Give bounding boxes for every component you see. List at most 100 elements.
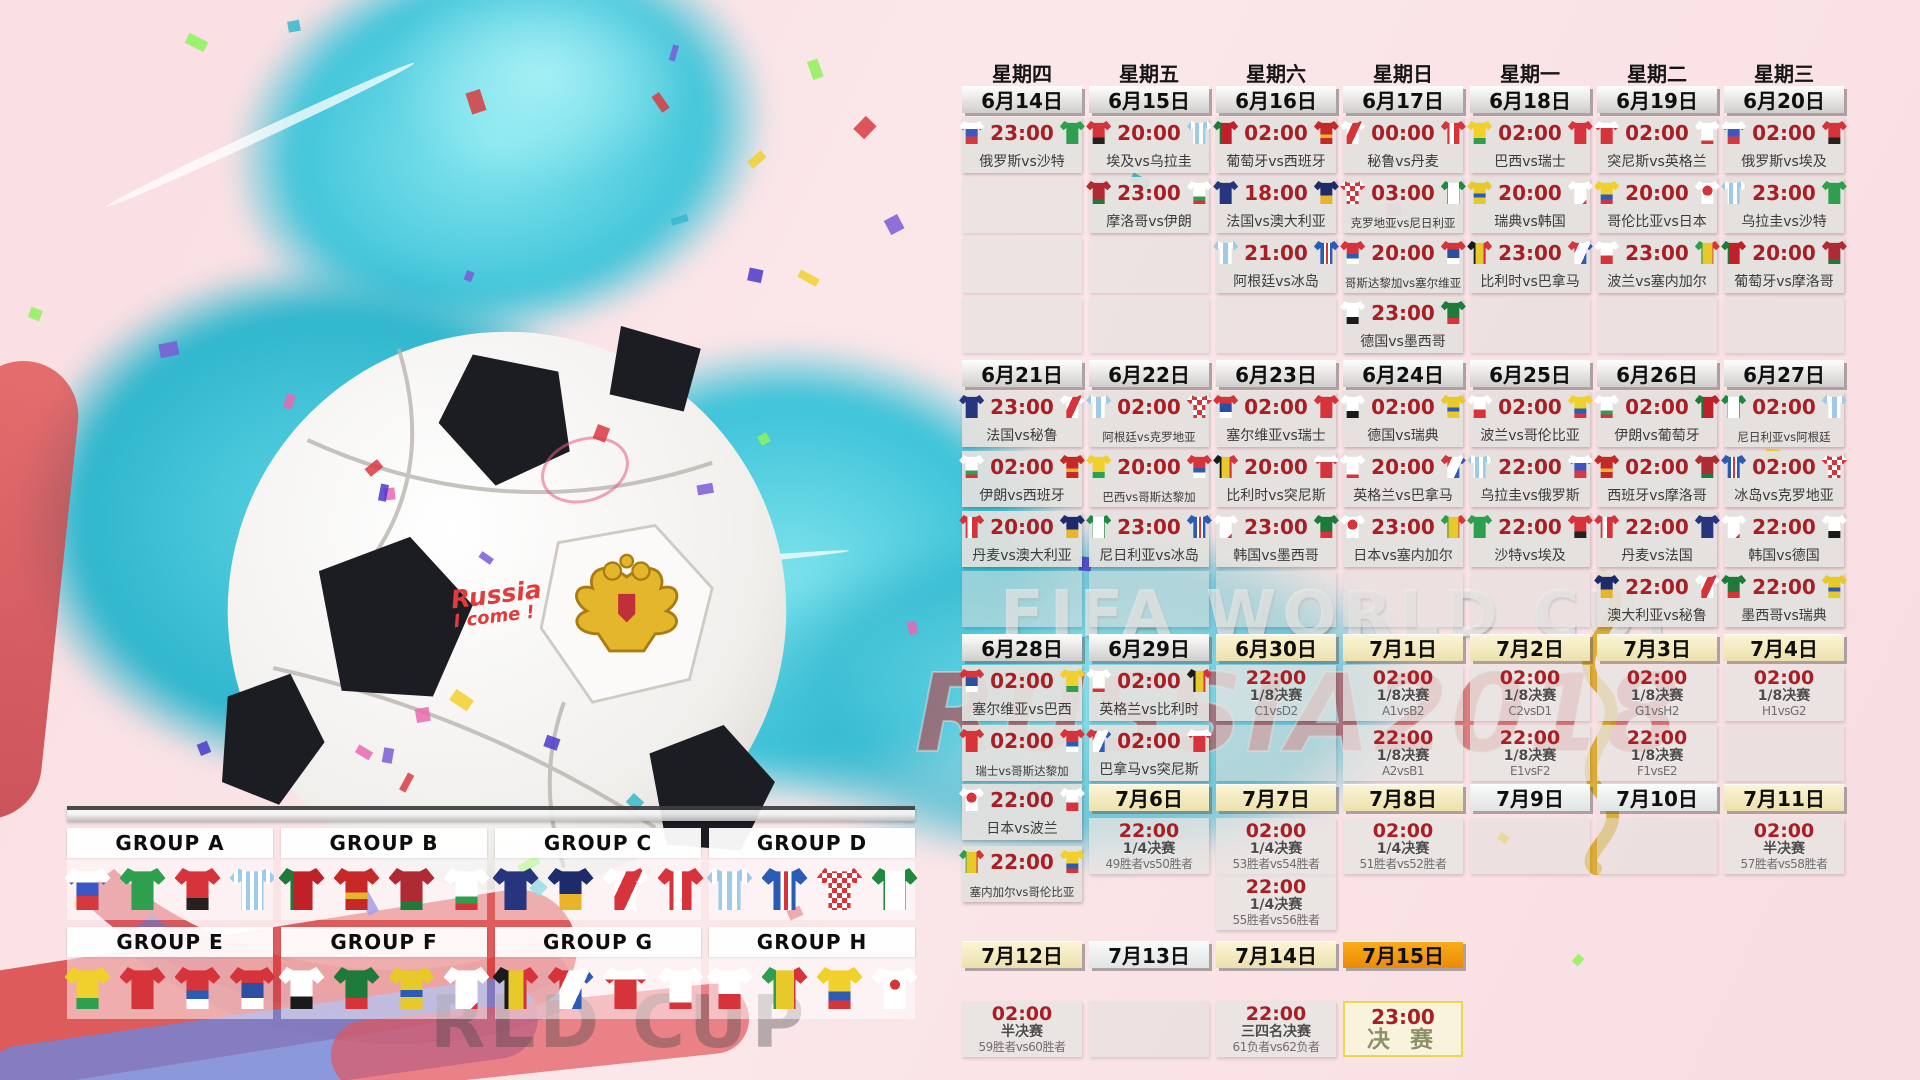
match-time: 02:00 — [1752, 394, 1816, 419]
match-topline: 23:00 — [1086, 181, 1212, 204]
knockout-cell: 22:00 1/8决赛 E1vsF2 — [1470, 725, 1590, 781]
home-team-jersey — [1086, 515, 1112, 538]
group-team-jersey — [492, 868, 539, 910]
match-label: 巴西vs瑞士 — [1494, 153, 1566, 170]
group-team-jersey — [816, 967, 863, 1009]
group-team-jersey — [119, 967, 166, 1009]
home-team-jersey — [1467, 515, 1493, 538]
match-label: 德国vs墨西哥 — [1360, 333, 1446, 350]
away-team-jersey — [1821, 515, 1847, 538]
match-label: 德国vs瑞典 — [1367, 427, 1439, 444]
empty-cell — [1470, 818, 1590, 874]
match-cell: 20:00 比利时vs突尼斯 — [1213, 451, 1339, 507]
match-time: 22:00 — [1499, 726, 1561, 749]
group-jerseys — [492, 858, 704, 920]
home-team-jersey — [1467, 121, 1493, 144]
home-team-jersey — [1721, 121, 1747, 144]
match-cell: 23:00 乌拉圭vs沙特 — [1721, 177, 1847, 233]
match-label: 哥斯达黎加vs塞尔维亚 — [1344, 276, 1462, 291]
match-cell: 22:00 沙特vs埃及 — [1467, 511, 1593, 567]
match-label: 葡萄牙vs摩洛哥 — [1734, 273, 1834, 290]
away-team-jersey — [1694, 575, 1720, 598]
home-team-jersey — [1086, 669, 1112, 692]
empty-cell — [1216, 571, 1336, 627]
home-team-jersey — [1594, 241, 1620, 264]
confetti-piece — [883, 213, 905, 236]
confetti-piece — [669, 44, 680, 62]
match-topline: 22:00 — [1467, 455, 1593, 478]
confetti-piece — [906, 620, 919, 635]
knockout-cell: 22:00 1/4决赛 55胜者vs56胜者 — [1216, 874, 1336, 930]
match-cell: 02:00 波兰vs哥伦比亚 — [1467, 391, 1593, 447]
home-team-jersey — [1086, 395, 1112, 418]
confetti-piece — [853, 116, 877, 140]
group-jerseys — [706, 858, 918, 920]
date-header: 6月26日 — [1597, 360, 1717, 387]
group-label: GROUP F — [281, 927, 487, 957]
weekday-label: 星期三 — [1754, 62, 1814, 86]
match-time: 02:00 — [1371, 394, 1435, 419]
match-cell: 21:00 阿根廷vs冰岛 — [1213, 237, 1339, 293]
home-team-jersey — [959, 121, 985, 144]
groups-row: GROUP A GROUP B GROUP C GROUP D — [64, 828, 918, 920]
match-time: 22:00 — [1498, 514, 1562, 539]
stage-label: 1/4决赛 — [1122, 840, 1176, 857]
match-label: 巴拿马vs突尼斯 — [1099, 761, 1199, 778]
group-team-jersey — [174, 967, 221, 1009]
group-jerseys — [278, 858, 490, 920]
match-time: 22:00 — [1752, 574, 1816, 599]
match-cell: 02:00 伊朗vs葡萄牙 — [1594, 391, 1720, 447]
date-label: 7月9日 — [1496, 787, 1564, 811]
match-cell: 22:00 澳大利亚vs秘鲁 — [1594, 571, 1720, 627]
match-cell: 23:00 日本vs塞内加尔 — [1340, 511, 1466, 567]
match-label: 澳大利亚vs秘鲁 — [1607, 607, 1707, 624]
date-label: 6月26日 — [1616, 363, 1698, 387]
match-topline: 18:00 — [1213, 181, 1339, 204]
confetti-piece — [185, 33, 209, 53]
date-header: 7月8日 — [1343, 784, 1463, 811]
group-team-jersey — [119, 868, 166, 910]
empty-cell — [962, 237, 1082, 293]
weekday-label: 星期二 — [1627, 62, 1687, 86]
home-team-jersey — [1340, 241, 1366, 264]
match-cell: 02:00 俄罗斯vs埃及 — [1721, 117, 1847, 173]
match-cell: 02:00 伊朗vs西班牙 — [959, 451, 1085, 507]
confetti-piece — [746, 267, 764, 283]
confetti-piece — [592, 424, 611, 443]
home-team-jersey — [959, 788, 985, 811]
away-team-jersey — [1186, 121, 1212, 144]
match-calendar: 星期四 星期五 星期六 星期日 星期一 星期二 星期三 6月14日 6月15日 6月16日 6月17… — [959, 58, 1851, 1057]
date-label: 7月13日 — [1108, 944, 1190, 968]
match-label: 葡萄牙vs西班牙 — [1226, 153, 1326, 170]
home-team-jersey — [1594, 121, 1620, 144]
stage-label: 三四名决赛 — [1241, 1023, 1311, 1040]
match-time: 22:00 — [1625, 574, 1689, 599]
empty-cell — [1216, 725, 1336, 781]
group-box: GROUP D — [706, 828, 918, 920]
match-cell: 20:00 瑞典vs韩国 — [1467, 177, 1593, 233]
empty-cell — [962, 177, 1082, 233]
group-team-jersey — [278, 967, 325, 1009]
match-label: 沙特vs埃及 — [1494, 547, 1566, 564]
away-team-jersey — [1059, 515, 1085, 538]
date-header: 6月19日 — [1597, 86, 1717, 113]
match-time: 22:00 — [1498, 454, 1562, 479]
match-topline: 22:00 — [1594, 515, 1720, 538]
date-label: 6月19日 — [1616, 89, 1698, 113]
match-cell: 00:00 秘鲁vs丹麦 — [1340, 117, 1466, 173]
away-team-jersey — [1694, 241, 1720, 264]
confetti-piece — [415, 706, 432, 723]
home-team-jersey — [959, 395, 985, 418]
home-team-jersey — [959, 515, 985, 538]
home-team-jersey — [1594, 181, 1620, 204]
confetti-piece — [398, 772, 415, 794]
match-label: 乌拉圭vs俄罗斯 — [1480, 487, 1580, 504]
stage-label: 半决赛 — [1763, 840, 1805, 857]
match-topline: 23:00 — [1467, 241, 1593, 264]
date-label: 6月14日 — [981, 89, 1063, 113]
match-cell: 23:00 摩洛哥vs伊朗 — [1086, 177, 1212, 233]
match-time: 22:00 — [990, 849, 1054, 874]
group-team-jersey — [64, 868, 111, 910]
confetti-piece — [696, 482, 714, 495]
group-team-jersey — [602, 868, 649, 910]
